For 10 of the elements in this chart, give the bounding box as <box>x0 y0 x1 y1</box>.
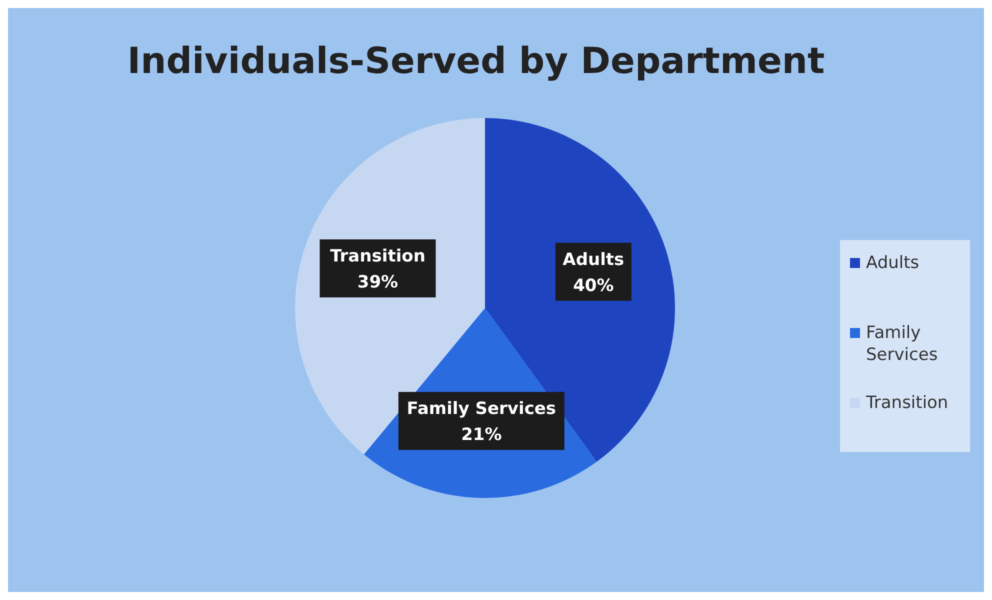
data-label: 39% <box>357 272 398 292</box>
slice-label: Family Services <box>406 398 556 419</box>
legend-label: Family Services <box>866 323 938 365</box>
data-label: 40% <box>573 276 614 296</box>
legend-label: Adults <box>866 253 920 273</box>
slice-label: Adults <box>562 250 624 270</box>
data-label: 21% <box>461 424 502 445</box>
chart-title: Individuals-Served by Department <box>127 41 825 82</box>
legend-label: Transition <box>865 393 948 413</box>
slice-label: Transition <box>330 246 426 266</box>
